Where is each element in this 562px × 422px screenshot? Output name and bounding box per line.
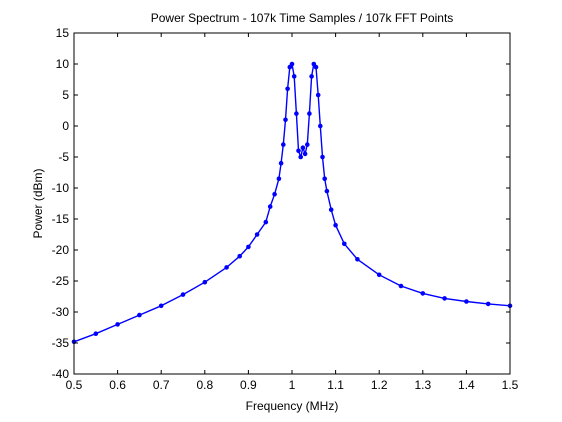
y-tick-label: -15 bbox=[52, 212, 70, 226]
data-point bbox=[324, 188, 330, 194]
data-point bbox=[158, 303, 164, 309]
x-tick-label: 0.5 bbox=[66, 378, 83, 392]
y-tick-label: 5 bbox=[62, 88, 69, 102]
y-tick-label: -10 bbox=[52, 181, 70, 195]
data-point bbox=[298, 154, 304, 160]
data-point bbox=[322, 176, 328, 181]
data-point bbox=[278, 160, 284, 166]
data-point bbox=[398, 283, 404, 289]
x-axis-label: Frequency (MHz) bbox=[246, 399, 339, 413]
chart-title: Power Spectrum - 107k Time Samples / 107… bbox=[151, 11, 454, 25]
data-point bbox=[315, 92, 321, 98]
y-tick-label: -20 bbox=[52, 243, 70, 257]
y-tick-label: 0 bbox=[62, 119, 69, 133]
data-point bbox=[320, 154, 325, 160]
data-point bbox=[263, 219, 269, 225]
y-tick-label: 15 bbox=[56, 26, 70, 40]
data-point bbox=[307, 111, 312, 116]
data-point bbox=[442, 296, 447, 301]
data-point bbox=[485, 301, 491, 307]
data-point bbox=[180, 292, 186, 297]
plot-area bbox=[74, 33, 510, 374]
x-tick-label: 1.1 bbox=[327, 378, 344, 392]
data-point bbox=[254, 232, 260, 237]
data-point bbox=[267, 204, 273, 209]
data-point bbox=[464, 299, 469, 304]
x-tick-label: 1.3 bbox=[414, 378, 431, 392]
data-point bbox=[313, 64, 319, 70]
x-tick-label: 0.7 bbox=[153, 378, 170, 392]
y-axis-label: Power (dBm) bbox=[31, 168, 45, 238]
data-point bbox=[342, 241, 347, 247]
x-tick-label: 1.4 bbox=[458, 378, 475, 392]
x-tick-label: 0.9 bbox=[240, 378, 257, 392]
data-point bbox=[328, 207, 334, 212]
data-point bbox=[296, 148, 301, 154]
y-tick-label: -30 bbox=[52, 305, 70, 319]
data-point bbox=[276, 176, 282, 181]
data-point bbox=[291, 74, 297, 79]
x-tick-label: 0.6 bbox=[109, 378, 126, 392]
data-point bbox=[283, 117, 288, 123]
y-tick-label: -25 bbox=[52, 274, 70, 288]
y-tick-label: -40 bbox=[52, 367, 70, 381]
data-point bbox=[93, 331, 99, 337]
data-point bbox=[300, 145, 306, 150]
data-point bbox=[302, 151, 308, 157]
x-tick-label: 1.2 bbox=[371, 378, 388, 392]
data-point bbox=[318, 123, 323, 129]
data-point bbox=[333, 222, 338, 228]
data-point bbox=[355, 257, 360, 262]
data-point bbox=[237, 253, 242, 259]
y-tick-label: -35 bbox=[52, 336, 70, 350]
data-point bbox=[272, 191, 277, 197]
data-point bbox=[281, 142, 286, 147]
data-point bbox=[305, 142, 310, 147]
data-point bbox=[246, 244, 251, 250]
x-tick-label: 0.8 bbox=[196, 378, 213, 392]
data-point bbox=[294, 111, 299, 116]
data-point bbox=[202, 279, 208, 285]
data-point bbox=[115, 322, 120, 327]
data-point bbox=[309, 74, 314, 79]
data-point bbox=[289, 61, 295, 67]
series-line bbox=[73, 63, 511, 343]
data-point bbox=[137, 312, 142, 318]
y-tick-label: 10 bbox=[56, 57, 70, 71]
data-point bbox=[420, 291, 426, 296]
data-point bbox=[376, 272, 382, 278]
x-tick-label: 1.5 bbox=[502, 378, 519, 392]
x-tick-label: 1 bbox=[289, 378, 296, 392]
data-point bbox=[285, 86, 290, 92]
data-point bbox=[224, 265, 229, 270]
y-tick-label: -5 bbox=[58, 150, 69, 164]
